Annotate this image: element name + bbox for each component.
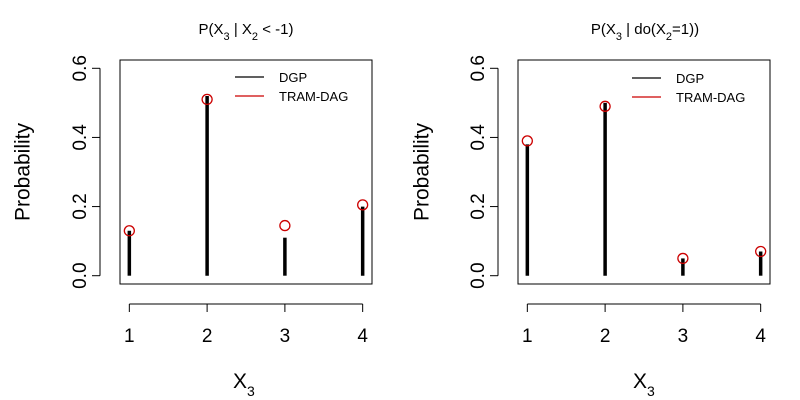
tram-dag-point <box>521 135 533 147</box>
legend-label-dgp: DGP <box>279 70 307 85</box>
title-text: | X <box>230 21 252 38</box>
legend-label-tram-dag: TRAM-DAG <box>676 90 745 105</box>
title-subscript: 3 <box>616 31 622 43</box>
chart-title: P(X3 | X2 < -1) <box>199 21 294 43</box>
x-tick-label: 2 <box>600 326 611 347</box>
x-tick-label: 1 <box>124 326 135 347</box>
y-tick-label: 0.4 <box>468 124 489 151</box>
title-text: < -1) <box>258 21 293 38</box>
y-tick-label: 0.0 <box>468 262 489 288</box>
title-text: | do(X <box>622 21 666 38</box>
y-tick-label: 0.4 <box>70 124 91 151</box>
title-subscript: 3 <box>224 31 230 43</box>
title-text: P(X <box>199 21 224 38</box>
x-axis-label-subscript: 3 <box>247 383 255 399</box>
tram-dag-point <box>201 93 213 106</box>
y-tick-label: 0.0 <box>70 262 91 288</box>
y-tick-label: 0.2 <box>468 193 489 219</box>
x-tick-label: 1 <box>522 326 533 347</box>
chart-panel-2: P(X3 | do(X2=1))0.00.20.40.61 2 3 4Probabil… <box>411 21 771 399</box>
x-axis-label-text: X <box>633 370 647 393</box>
x-axis-label-text: X <box>233 370 247 393</box>
x-tick-label: 4 <box>755 326 766 347</box>
legend-label-dgp: DGP <box>676 71 704 86</box>
title-subscript: 2 <box>666 31 672 43</box>
tram-dag-point <box>357 199 369 211</box>
chart-title: P(X3 | do(X2=1)) <box>591 21 699 43</box>
plot-frame <box>517 59 771 285</box>
title-text: =1)) <box>672 21 699 38</box>
x-tick-label: 3 <box>678 326 689 347</box>
x-axis-label: X3 <box>233 370 255 399</box>
plot-frame <box>119 59 373 285</box>
title-text: P(X <box>591 21 616 38</box>
y-tick-label: 0.6 <box>468 55 489 81</box>
tram-dag-point <box>279 219 291 232</box>
tram-dag-point <box>599 100 611 112</box>
tram-dag-point <box>755 245 767 258</box>
x-axis-label: X3 <box>633 370 655 399</box>
legend-label-tram-dag: TRAM-DAG <box>279 89 348 104</box>
x-tick-label: 4 <box>357 326 368 347</box>
x-tick-label: 2 <box>202 326 213 347</box>
y-axis-label: Probability <box>12 122 35 221</box>
chart-panel-1: P(X3 | X2 < -1)0.00.20.40.61 2 3 4Probabili… <box>12 21 373 399</box>
tram-dag-point <box>123 225 135 237</box>
x-tick-label: 3 <box>280 326 291 347</box>
x-axis-label-subscript: 3 <box>647 383 655 399</box>
y-tick-label: 0.2 <box>70 193 91 219</box>
tram-dag-point <box>677 252 689 265</box>
y-axis-label: Probability <box>411 122 434 221</box>
y-tick-label: 0.6 <box>70 55 91 81</box>
title-subscript: 2 <box>252 31 258 43</box>
